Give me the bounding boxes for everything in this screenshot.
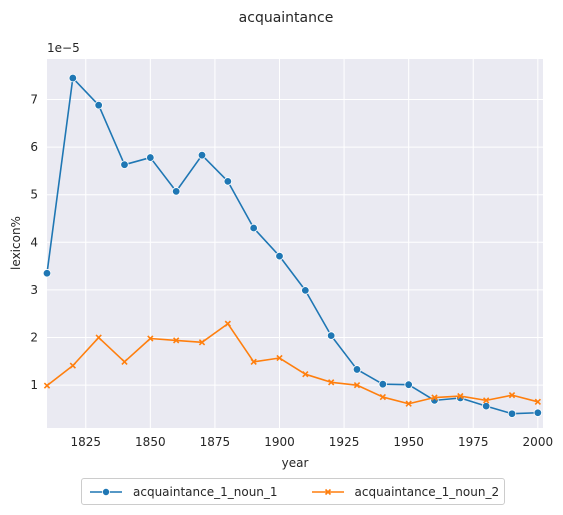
y-tick-label: 2 bbox=[30, 331, 38, 345]
data-point bbox=[302, 371, 309, 378]
data-point bbox=[379, 393, 386, 401]
data-point bbox=[326, 331, 336, 340]
series-layer bbox=[42, 73, 543, 418]
data-point bbox=[328, 379, 335, 386]
data-point bbox=[431, 394, 438, 401]
data-point bbox=[483, 397, 490, 404]
tick-labels: 1825 1850 1875 1900 1925 1950 1975 2000 1 2 3 4 5 6 7 bbox=[30, 92, 553, 449]
data-point bbox=[224, 320, 231, 327]
y-axis-title: lexicon% bbox=[9, 216, 23, 270]
data-point bbox=[223, 177, 233, 186]
data-point bbox=[249, 223, 258, 233]
data-point bbox=[301, 286, 310, 295]
legend-item-noun-2: acquaintance_1_noun_2 bbox=[310, 484, 500, 499]
y-tick-label: 3 bbox=[30, 283, 38, 297]
series-line bbox=[46, 322, 539, 405]
x-tick-label: 1825 bbox=[70, 435, 101, 449]
plot-area bbox=[47, 59, 543, 428]
data-point bbox=[275, 251, 284, 261]
data-point bbox=[405, 400, 412, 407]
data-point bbox=[69, 362, 76, 369]
data-point bbox=[94, 100, 103, 110]
x-axis-title: year bbox=[282, 456, 309, 470]
data-point bbox=[353, 381, 361, 389]
data-point bbox=[197, 150, 207, 160]
x-tick-label: 1875 bbox=[200, 435, 231, 449]
data-point bbox=[147, 335, 154, 342]
legend-item-noun-1: acquaintance_1_noun_1 bbox=[88, 485, 278, 499]
data-point bbox=[68, 73, 78, 83]
x-tick-label: 1975 bbox=[458, 435, 489, 449]
data-point bbox=[534, 398, 541, 405]
y-tick-label: 7 bbox=[30, 92, 38, 106]
data-point bbox=[276, 354, 283, 362]
legend: acquaintance_1_noun_1 acquaintance_1_nou… bbox=[81, 478, 505, 505]
data-point bbox=[121, 358, 128, 365]
x-tick-label: 2000 bbox=[523, 435, 554, 449]
series-line bbox=[46, 77, 538, 415]
data-point bbox=[42, 269, 52, 278]
x-tick-label: 1925 bbox=[329, 435, 360, 449]
data-point bbox=[43, 382, 51, 389]
x-marker-icon bbox=[311, 488, 344, 495]
data-point bbox=[508, 391, 516, 399]
x-tick-label: 1900 bbox=[264, 435, 295, 449]
chart-title: acquaintance bbox=[239, 10, 334, 26]
data-point bbox=[481, 401, 491, 411]
data-point bbox=[507, 409, 517, 418]
y-tick-label: 5 bbox=[30, 188, 38, 202]
data-point bbox=[95, 334, 102, 341]
y-tick-label: 4 bbox=[30, 235, 38, 249]
data-point bbox=[120, 160, 129, 169]
x-tick-label: 1850 bbox=[135, 435, 166, 449]
data-point bbox=[404, 380, 413, 389]
y-offset-label: 1e−5 bbox=[47, 41, 80, 55]
data-point bbox=[146, 153, 155, 162]
data-point bbox=[250, 358, 257, 365]
series-2 bbox=[43, 320, 541, 407]
data-point bbox=[171, 187, 181, 196]
series-1 bbox=[42, 73, 543, 418]
data-point bbox=[352, 365, 362, 374]
grid bbox=[47, 59, 543, 428]
circle-marker-icon bbox=[90, 487, 122, 496]
data-point bbox=[378, 379, 388, 389]
data-point bbox=[533, 408, 543, 417]
data-point bbox=[173, 337, 180, 344]
y-tick-label: 6 bbox=[30, 140, 38, 154]
legend-label-noun-1: acquaintance_1_noun_1 bbox=[133, 484, 278, 499]
data-point bbox=[457, 392, 464, 400]
data-point bbox=[198, 339, 206, 346]
x-tick-label: 1950 bbox=[393, 435, 424, 449]
legend-label-noun-2: acquaintance_1_noun_2 bbox=[354, 484, 500, 499]
y-tick-label: 1 bbox=[30, 378, 38, 392]
